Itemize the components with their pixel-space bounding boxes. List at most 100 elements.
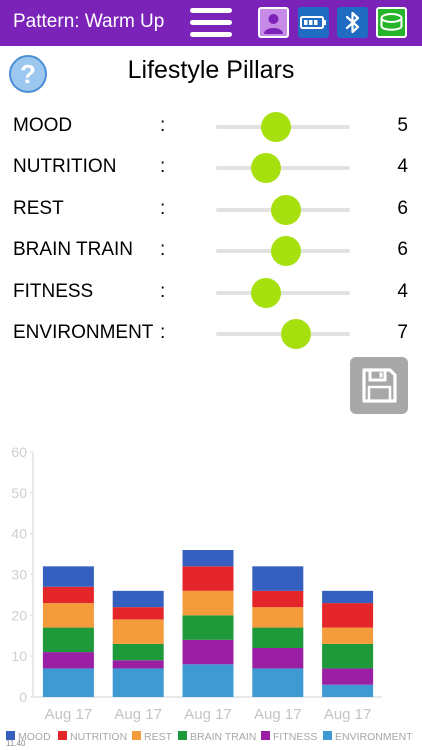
bar-segment-rest (42, 603, 94, 628)
nutrition-slider-thumb[interactable] (251, 153, 281, 183)
y-tick-label: 30 (11, 567, 27, 583)
pillar-row-rest: REST : 6 (0, 190, 422, 230)
y-tick-label: 10 (11, 648, 27, 664)
bar-segment-brain-train (42, 627, 94, 653)
legend-label: REST (144, 731, 173, 743)
bar-segment-environment (182, 664, 234, 697)
bar-segment-environment (42, 668, 94, 697)
legend-swatch (58, 731, 67, 740)
y-tick-label: 20 (11, 607, 27, 623)
pillar-label: REST (13, 198, 64, 219)
bar-segment-nutrition (112, 607, 164, 620)
bar-segment-rest (182, 590, 234, 616)
bar-segment-rest (252, 607, 304, 628)
pillar-colon: : (160, 281, 166, 302)
bar-segment-fitness (322, 668, 374, 685)
pillar-value: 5 (397, 115, 408, 136)
page-title: Lifestyle Pillars (127, 56, 295, 84)
pillar-history-chart: 0 10 20 30 40 50 60 Aug 17 Aug 17 Aug 17 Aug 17 Aug… (0, 440, 422, 750)
bar-segment-nutrition (252, 590, 304, 608)
bar-segment-fitness (112, 660, 164, 669)
bar-segment-brain-train (322, 643, 374, 669)
top-bar: Pattern: Warm Up (0, 0, 422, 46)
legend-swatch (178, 731, 187, 740)
bar-segment-environment (322, 684, 374, 697)
brain-train-slider-thumb[interactable] (271, 236, 301, 266)
pillar-label: FITNESS (13, 281, 94, 302)
fitness-slider-thumb[interactable] (251, 278, 281, 308)
pillar-row-mood: MOOD : 5 (0, 107, 422, 147)
legend-swatch (323, 731, 332, 740)
bar-segment-brain-train (112, 643, 164, 661)
bar-segment-nutrition (42, 586, 94, 604)
mood-slider-thumb[interactable] (261, 112, 291, 142)
help-button[interactable]: ? (9, 55, 47, 93)
pillar-value: 4 (397, 156, 408, 177)
pillar-value: 7 (397, 322, 408, 343)
pillar-label: BRAIN TRAIN (13, 239, 134, 260)
x-tick-label: Aug 17 (45, 706, 93, 723)
pillar-label: NUTRITION (13, 156, 117, 177)
bar-segment-mood (112, 590, 164, 608)
menu-icon[interactable] (190, 6, 232, 40)
pillar-row-nutrition: NUTRITION : 4 (0, 148, 422, 188)
x-tick-label: Aug 17 (324, 706, 372, 723)
chart-footer-note: 11.40 (6, 739, 26, 748)
pillar-row-brain-train: BRAIN TRAIN : 6 (0, 231, 422, 271)
pillar-colon: : (160, 115, 166, 136)
legend-label: FITNESS (273, 731, 317, 743)
legend-swatch (132, 731, 141, 740)
pillar-colon: : (160, 198, 166, 219)
pattern-title: Pattern: Warm Up (13, 11, 165, 32)
bar-segment-nutrition (322, 603, 374, 628)
legend-label: NUTRITION (70, 731, 127, 743)
y-tick-label: 60 (11, 444, 27, 460)
x-tick-label: Aug 17 (114, 706, 162, 723)
y-tick-label: 40 (11, 526, 27, 542)
bluetooth-icon[interactable] (337, 7, 368, 38)
x-tick-label: Aug 17 (254, 706, 302, 723)
headband-icon[interactable] (376, 7, 407, 38)
bar-segment-nutrition (182, 566, 234, 591)
profile-icon[interactable] (258, 7, 289, 38)
bar-segment-environment (112, 668, 164, 697)
pillar-value: 6 (397, 198, 408, 219)
battery-icon[interactable] (298, 7, 329, 38)
pillar-row-fitness: FITNESS : 4 (0, 273, 422, 313)
nutrition-slider-track[interactable] (216, 166, 350, 170)
rest-slider-thumb[interactable] (271, 195, 301, 225)
bar-segment-brain-train (182, 615, 234, 640)
legend-swatch (6, 731, 15, 740)
fitness-slider-track[interactable] (216, 291, 350, 295)
pillar-row-environment: ENVIRONMENT : 7 (0, 314, 422, 354)
bar-segment-brain-train (252, 627, 304, 648)
x-tick-label: Aug 17 (184, 706, 232, 723)
pillar-colon: : (160, 239, 166, 260)
bar-segment-mood (182, 550, 234, 567)
bar-segment-fitness (182, 639, 234, 665)
legend-label: BRAIN TRAIN (190, 731, 256, 743)
bar-segment-fitness (42, 652, 94, 669)
y-tick-label: 50 (11, 485, 27, 501)
y-tick-label: 0 (19, 689, 27, 705)
bar-segment-rest (112, 619, 164, 644)
bar-segment-fitness (252, 648, 304, 669)
legend-swatch (261, 731, 270, 740)
legend-label: MOOD (18, 731, 51, 743)
stacked-bar-chart: 0 10 20 30 40 50 60 Aug 17 Aug 17 Aug 17 Aug 17 Aug… (6, 444, 413, 748)
bar-segment-mood (252, 566, 304, 591)
floppy-disk-icon (362, 368, 397, 403)
bar-segment-mood (42, 566, 94, 587)
save-button[interactable] (350, 357, 408, 414)
pillar-colon: : (160, 322, 166, 343)
legend-label: ENVIRONMENT (335, 731, 413, 743)
pillar-value: 4 (397, 281, 408, 302)
pillar-colon: : (160, 156, 166, 177)
pillar-label: ENVIRONMENT (13, 322, 154, 343)
bar-segment-rest (322, 627, 374, 644)
environment-slider-thumb[interactable] (281, 319, 311, 349)
pillar-label: MOOD (13, 115, 73, 136)
bar-segment-mood (322, 590, 374, 604)
bar-segment-environment (252, 668, 304, 697)
pillar-value: 6 (397, 239, 408, 260)
